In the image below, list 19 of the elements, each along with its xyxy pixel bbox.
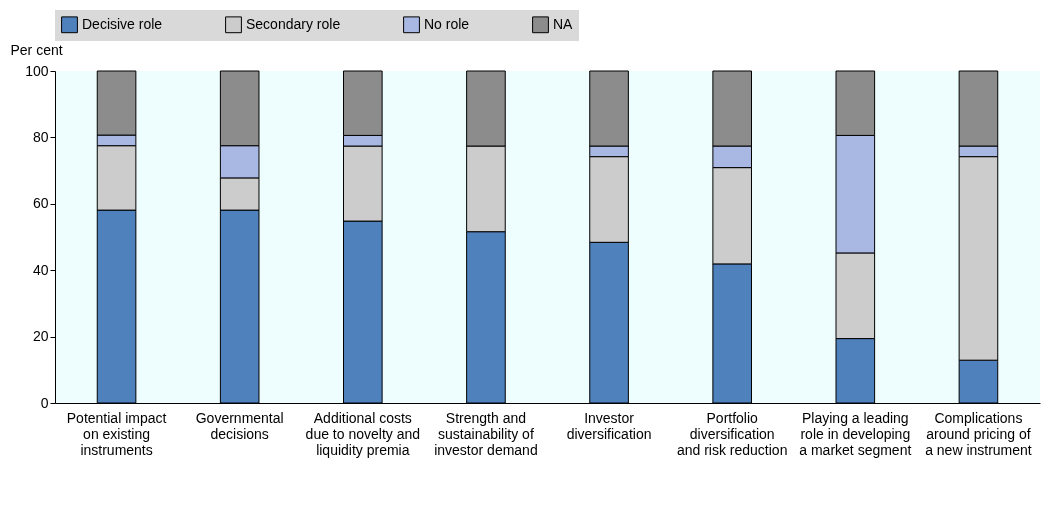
legend-label: No role bbox=[424, 15, 470, 32]
x-tick-label: Complications around pricing of a new instrument bbox=[925, 409, 1032, 458]
y-axis-title: Per cent bbox=[10, 41, 63, 58]
x-tick-label: Investor diversification bbox=[566, 409, 652, 442]
y-tick-label: 40 bbox=[32, 261, 49, 278]
y-tick-label: 0 bbox=[40, 394, 49, 411]
y-tick-label: 80 bbox=[32, 128, 49, 145]
y-tick-label: 20 bbox=[32, 328, 49, 345]
legend-label: Decisive role bbox=[82, 15, 163, 32]
x-tick-label: Portfolio diversification and risk reduction bbox=[676, 409, 788, 458]
x-tick-label: Additional costs due to novelty and liquidity premia bbox=[305, 409, 421, 458]
legend-label: Secondary role bbox=[246, 15, 341, 32]
x-tick-label: Strength and sustainability of investor demand bbox=[434, 409, 538, 458]
legend-label: NA bbox=[553, 15, 574, 32]
x-tick-label: Playing a leading role in developing a market segment bbox=[799, 409, 912, 458]
x-tick-label: Governmental decisions bbox=[195, 409, 284, 442]
y-tick-label: 60 bbox=[32, 195, 49, 212]
y-tick-label: 100 bbox=[25, 62, 49, 79]
x-tick-label: Potential impact on existing instruments bbox=[66, 409, 167, 458]
